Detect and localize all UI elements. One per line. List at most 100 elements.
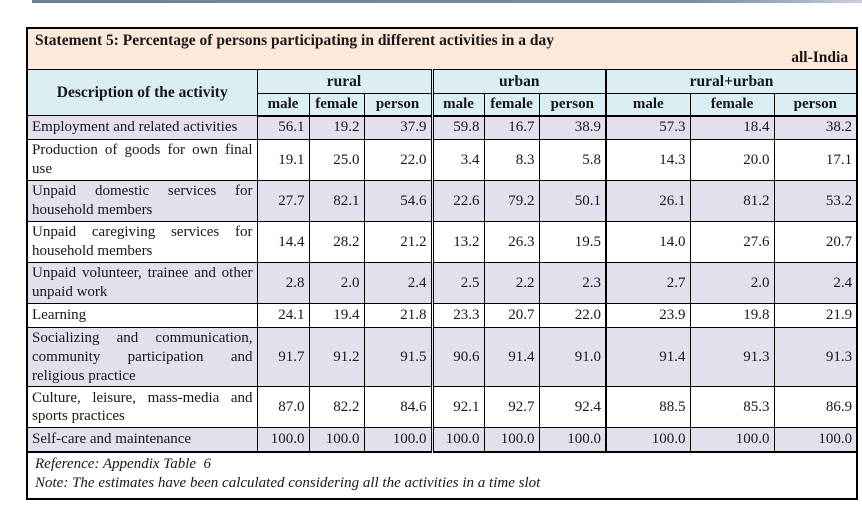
activity-label: Production of goods for own final use — [26, 139, 258, 181]
data-cell: 20.7 — [773, 221, 858, 263]
data-cell: 17.1 — [773, 139, 858, 181]
statement5-table: Statement 5: Percentage of persons parti… — [26, 27, 859, 500]
col-header-rural-male: male — [256, 93, 310, 117]
col-header-urban: urban — [430, 69, 607, 94]
data-cell: 38.2 — [773, 115, 858, 140]
data-cell: 91.2 — [308, 326, 365, 388]
data-cell: 27.7 — [256, 180, 310, 222]
data-cell: 92.7 — [483, 386, 540, 429]
data-cell: 19.2 — [308, 115, 365, 140]
data-cell: 100.0 — [773, 427, 858, 453]
activity-label: Self-care and maintenance — [26, 427, 258, 453]
data-cell: 56.1 — [256, 115, 310, 140]
table-row: Self-care and maintenance 100.0 100.0 10… — [26, 427, 858, 453]
data-cell: 88.5 — [605, 386, 691, 429]
data-cell: 5.8 — [538, 139, 607, 181]
data-cell: 24.1 — [256, 303, 310, 328]
data-cell: 22.6 — [430, 180, 485, 222]
data-cell: 91.4 — [605, 326, 691, 388]
data-cell: 100.0 — [689, 427, 775, 453]
table-row: Unpaid volunteer, trainee and other unpa… — [26, 262, 858, 304]
data-cell: 16.7 — [483, 115, 540, 140]
table-row: Unpaid domestic services for household m… — [26, 180, 858, 222]
data-cell: 91.5 — [363, 326, 433, 388]
col-header-ru-female: female — [689, 93, 775, 117]
data-cell: 100.0 — [256, 427, 310, 453]
data-cell: 13.2 — [430, 221, 485, 263]
data-cell: 2.7 — [605, 262, 691, 304]
data-cell: 25.0 — [308, 139, 365, 181]
data-cell: 100.0 — [483, 427, 540, 453]
reference-note: Reference: Appendix Table 6 — [35, 455, 212, 472]
data-cell: 14.3 — [605, 139, 691, 181]
col-header-description: Description of the activity — [26, 69, 258, 116]
data-cell: 18.4 — [689, 115, 775, 140]
data-cell: 19.8 — [689, 303, 775, 328]
data-cell: 90.6 — [430, 326, 485, 388]
data-cell: 87.0 — [256, 386, 310, 429]
header-group-row: Description of the activity rural urban … — [26, 69, 858, 116]
activity-label: Employment and related activities — [26, 115, 258, 140]
data-cell: 3.4 — [430, 139, 485, 181]
title-band: Statement 5: Percentage of persons parti… — [26, 27, 858, 70]
data-cell: 2.4 — [363, 262, 433, 304]
activity-label: Learning — [26, 303, 258, 328]
data-cell: 91.3 — [773, 326, 858, 388]
footer-notes: Reference: Appendix Table 6 Note: The es… — [26, 450, 858, 500]
page-top-rule — [32, 0, 862, 3]
data-cell: 37.9 — [363, 115, 433, 140]
data-cell: 59.8 — [430, 115, 485, 140]
data-cell: 22.0 — [363, 139, 433, 181]
data-cell: 92.1 — [430, 386, 485, 429]
data-cell: 8.3 — [483, 139, 540, 181]
activity-label: Unpaid domestic services for household m… — [26, 180, 258, 222]
data-cell: 2.8 — [256, 262, 310, 304]
col-header-rural: rural — [256, 69, 433, 94]
table-row: Socializing and communication, community… — [26, 326, 858, 388]
data-cell: 53.2 — [773, 180, 858, 222]
col-header-urban-male: male — [430, 93, 485, 117]
data-cell: 100.0 — [308, 427, 365, 453]
data-cell: 100.0 — [605, 427, 691, 453]
data-cell: 21.9 — [773, 303, 858, 328]
data-cell: 82.1 — [308, 180, 365, 222]
data-cell: 91.7 — [256, 326, 310, 388]
col-header-urban-person: person — [538, 93, 607, 117]
col-header-urban-female: female — [483, 93, 540, 117]
data-cell: 2.5 — [430, 262, 485, 304]
col-header-rural-female: female — [308, 93, 365, 117]
data-cell: 79.2 — [483, 180, 540, 222]
data-cell: 26.3 — [483, 221, 540, 263]
data-cell: 84.6 — [363, 386, 433, 429]
data-cell: 50.1 — [538, 180, 607, 222]
data-cell: 2.0 — [689, 262, 775, 304]
table-row: Culture, leisure, mass-media and sports … — [26, 386, 858, 429]
col-header-ru-person: person — [773, 93, 858, 117]
table-row: Unpaid caregiving services for household… — [26, 221, 858, 263]
data-cell: 20.0 — [689, 139, 775, 181]
data-cell: 100.0 — [363, 427, 433, 453]
data-cell: 26.1 — [605, 180, 691, 222]
data-cell: 38.9 — [538, 115, 607, 140]
data-cell: 2.4 — [773, 262, 858, 304]
data-cell: 100.0 — [430, 427, 485, 453]
data-cell: 91.0 — [538, 326, 607, 388]
activity-label: Socializing and communication, community… — [26, 326, 258, 388]
data-cell: 86.9 — [773, 386, 858, 429]
table-row: Production of goods for own final use 19… — [26, 139, 858, 181]
data-cell: 19.1 — [256, 139, 310, 181]
data-cell: 22.0 — [538, 303, 607, 328]
table-title: Statement 5: Percentage of persons parti… — [35, 32, 555, 49]
data-cell: 85.3 — [689, 386, 775, 429]
data-cell: 27.6 — [689, 221, 775, 263]
data-cell: 23.9 — [605, 303, 691, 328]
data-cell: 20.7 — [483, 303, 540, 328]
data-cell: 91.4 — [483, 326, 540, 388]
data-cell: 57.3 — [605, 115, 691, 140]
data-cell: 19.4 — [308, 303, 365, 328]
data-cell: 2.0 — [308, 262, 365, 304]
data-cell: 21.2 — [363, 221, 433, 263]
data-cell: 54.6 — [363, 180, 433, 222]
col-header-rural-urban: rural+urban — [604, 69, 858, 94]
